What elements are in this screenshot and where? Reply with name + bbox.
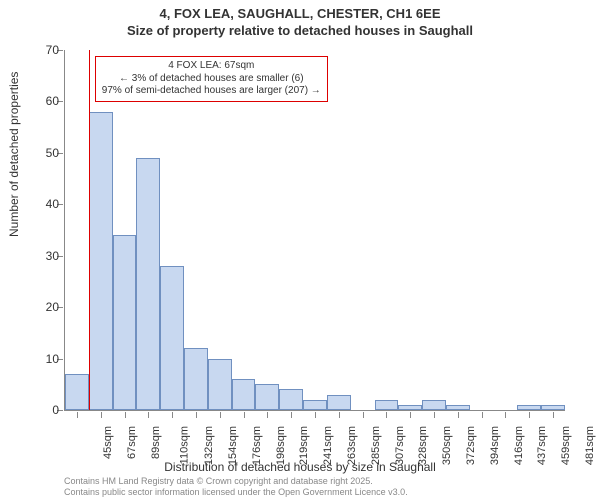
y-tick-label: 60 xyxy=(29,94,59,108)
histogram-bar xyxy=(279,389,303,410)
x-tick xyxy=(244,412,245,418)
x-tick xyxy=(553,412,554,418)
histogram-bar xyxy=(255,384,279,410)
x-tick-label: 89sqm xyxy=(150,426,162,459)
x-tick-label: 67sqm xyxy=(126,426,138,459)
x-axis-label: Distribution of detached houses by size … xyxy=(0,460,600,474)
x-tick xyxy=(339,412,340,418)
footer-attribution: Contains HM Land Registry data © Crown c… xyxy=(64,476,408,498)
x-tick xyxy=(315,412,316,418)
x-tick xyxy=(77,412,78,418)
chart-container: 4, FOX LEA, SAUGHALL, CHESTER, CH1 6EE S… xyxy=(0,0,600,500)
histogram-bar xyxy=(375,400,399,410)
x-tick xyxy=(505,412,506,418)
plot-area: 01020304050607045sqm67sqm89sqm110sqm132s… xyxy=(64,50,565,411)
x-tick xyxy=(101,412,102,418)
histogram-bar xyxy=(208,359,232,410)
x-tick xyxy=(458,412,459,418)
histogram-bar xyxy=(65,374,89,410)
annotation-line: ← 3% of detached houses are smaller (6) xyxy=(102,73,321,86)
x-tick xyxy=(148,412,149,418)
x-tick xyxy=(363,412,364,418)
y-tick-label: 70 xyxy=(29,43,59,57)
y-axis-label: Number of detached properties xyxy=(7,72,21,237)
y-tick-label: 10 xyxy=(29,352,59,366)
x-tick xyxy=(386,412,387,418)
y-tick-label: 40 xyxy=(29,197,59,211)
property-marker-line xyxy=(89,50,90,410)
x-tick-label: 110sqm xyxy=(179,426,191,464)
x-tick xyxy=(410,412,411,418)
histogram-bar xyxy=(398,405,422,410)
histogram-bar xyxy=(113,235,137,410)
histogram-bar xyxy=(422,400,446,410)
histogram-bar xyxy=(327,395,351,410)
histogram-bar xyxy=(136,158,160,410)
y-tick-label: 50 xyxy=(29,146,59,160)
x-tick xyxy=(220,412,221,418)
annotation-box: 4 FOX LEA: 67sqm← 3% of detached houses … xyxy=(95,56,328,102)
chart-title: 4, FOX LEA, SAUGHALL, CHESTER, CH1 6EE xyxy=(0,0,600,23)
annotation-line: 4 FOX LEA: 67sqm xyxy=(102,60,321,73)
annotation-line: 97% of semi-detached houses are larger (… xyxy=(102,85,321,98)
y-tick-label: 0 xyxy=(29,403,59,417)
histogram-bar xyxy=(541,405,565,410)
histogram-bar xyxy=(160,266,184,410)
footer-line-2: Contains public sector information licen… xyxy=(64,487,408,498)
x-tick xyxy=(291,412,292,418)
histogram-bar xyxy=(517,405,541,410)
y-tick-label: 20 xyxy=(29,300,59,314)
histogram-bar xyxy=(446,405,470,410)
histogram-bar xyxy=(89,112,113,410)
chart-subtitle: Size of property relative to detached ho… xyxy=(0,23,600,38)
y-tick-label: 30 xyxy=(29,249,59,263)
x-tick xyxy=(172,412,173,418)
x-tick xyxy=(267,412,268,418)
histogram-bar xyxy=(232,379,256,410)
x-tick xyxy=(125,412,126,418)
x-tick xyxy=(196,412,197,418)
footer-line-1: Contains HM Land Registry data © Crown c… xyxy=(64,476,408,487)
x-tick xyxy=(434,412,435,418)
x-tick-label: 45sqm xyxy=(102,426,114,459)
x-tick xyxy=(529,412,530,418)
histogram-bar xyxy=(184,348,208,410)
x-tick xyxy=(482,412,483,418)
histogram-bar xyxy=(303,400,327,410)
